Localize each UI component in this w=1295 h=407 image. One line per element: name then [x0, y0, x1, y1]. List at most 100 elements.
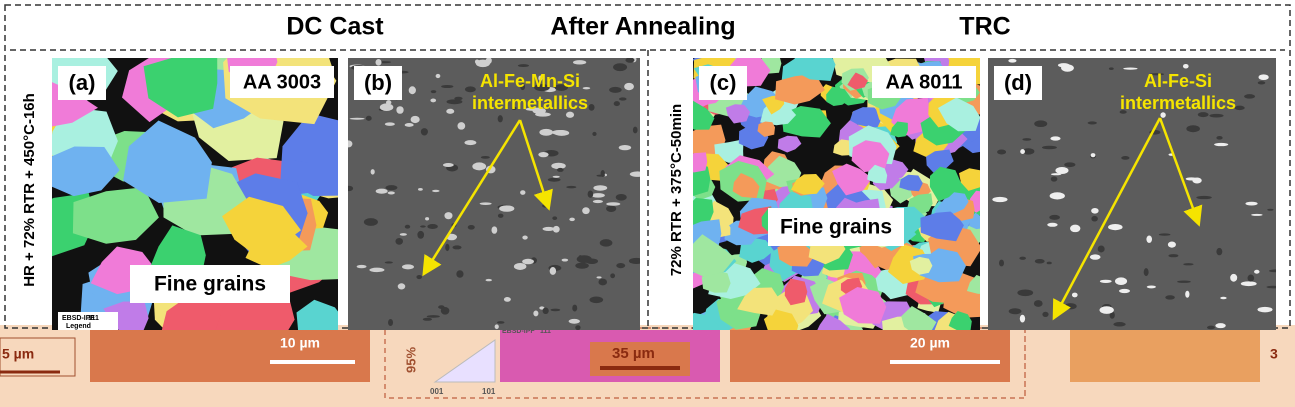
grain	[714, 139, 744, 164]
particle	[569, 217, 575, 222]
label-box	[130, 265, 290, 303]
particle	[396, 106, 404, 114]
particle	[609, 86, 622, 93]
particle	[1089, 254, 1101, 260]
particle	[520, 83, 526, 91]
label: Al-Fe-Si	[1144, 71, 1212, 91]
particle	[1049, 192, 1065, 200]
particle	[619, 97, 627, 101]
particle	[1099, 306, 1114, 314]
grain	[909, 256, 933, 275]
particle	[1220, 296, 1227, 300]
grain	[832, 163, 873, 196]
label-box	[230, 66, 334, 98]
particle	[1119, 288, 1131, 294]
particle	[1258, 74, 1269, 81]
grain	[926, 149, 954, 174]
particle	[485, 278, 492, 282]
grain	[948, 311, 972, 330]
particle	[497, 321, 505, 324]
particle	[539, 306, 545, 310]
particle	[599, 239, 613, 247]
grain	[693, 152, 708, 173]
particle	[444, 212, 453, 220]
grain	[791, 174, 825, 195]
particle	[1022, 148, 1035, 155]
particle	[1050, 173, 1062, 176]
label: (a)	[69, 70, 96, 95]
particle	[1109, 311, 1115, 319]
particle	[1182, 63, 1189, 69]
particle	[593, 185, 608, 191]
particle	[1091, 215, 1098, 222]
particle	[552, 175, 560, 178]
header-center: After Annealing	[550, 13, 735, 41]
particle	[566, 185, 577, 189]
grain	[849, 107, 883, 128]
particle	[464, 140, 477, 146]
particle	[399, 233, 407, 236]
particle	[387, 191, 395, 195]
grain	[764, 155, 802, 188]
particle	[616, 262, 626, 269]
particle	[427, 224, 438, 229]
particle	[1216, 136, 1223, 140]
header-right: TRC	[959, 13, 1010, 41]
particle	[1099, 279, 1112, 283]
particle	[596, 174, 606, 177]
particle	[432, 189, 440, 193]
particle	[565, 111, 575, 118]
particle	[402, 264, 414, 270]
grain	[725, 104, 751, 124]
particle	[416, 274, 423, 280]
particle	[513, 262, 527, 270]
particle	[467, 224, 475, 230]
particle	[1209, 113, 1224, 118]
label-box	[354, 66, 402, 100]
grain	[693, 312, 720, 330]
particle	[1247, 274, 1255, 282]
grain	[890, 121, 908, 138]
particle	[1196, 195, 1212, 200]
particle	[1034, 258, 1045, 264]
label: 111	[88, 315, 99, 322]
strip-text: 5 µm	[2, 346, 34, 362]
particle	[479, 202, 492, 205]
ipf-triangle	[433, 339, 496, 383]
particle	[591, 193, 605, 198]
particle	[1090, 153, 1096, 158]
particle	[1215, 323, 1226, 329]
particle	[1008, 308, 1022, 315]
particle	[388, 319, 394, 326]
particle	[582, 86, 591, 90]
particle	[1266, 285, 1276, 289]
strip-box	[590, 342, 690, 376]
grain	[847, 72, 868, 90]
particle	[1267, 208, 1274, 211]
grain	[693, 197, 714, 227]
particle	[1113, 322, 1126, 327]
grain	[851, 140, 890, 173]
panel-sem	[988, 58, 1276, 330]
particle	[1206, 325, 1215, 330]
particle	[606, 202, 621, 206]
particle	[497, 213, 504, 218]
particle	[632, 126, 638, 134]
grain	[794, 58, 836, 81]
particle	[1244, 94, 1256, 99]
particle	[369, 267, 385, 273]
particle	[503, 297, 511, 302]
particle	[494, 324, 499, 330]
particle	[587, 190, 594, 198]
ipf-label: 001	[430, 387, 444, 396]
grain	[943, 192, 969, 214]
particle	[365, 115, 372, 121]
particle	[556, 167, 564, 172]
particle	[625, 58, 635, 63]
label: EBSD-IPF	[62, 315, 95, 322]
grain	[920, 211, 964, 242]
grain	[966, 274, 980, 294]
particle	[349, 117, 365, 120]
label-box	[58, 66, 106, 100]
